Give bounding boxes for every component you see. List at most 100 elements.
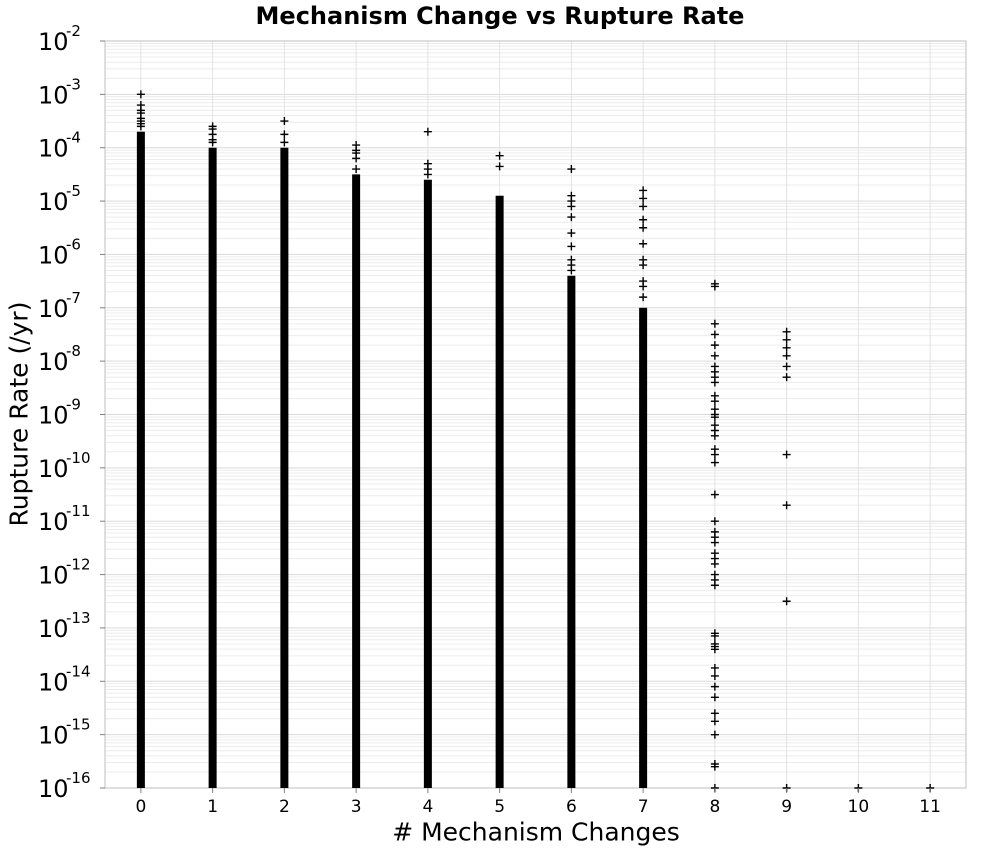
- data-point: [710, 391, 719, 400]
- data-point: [710, 351, 719, 360]
- y-tick-base: 10: [38, 402, 69, 430]
- y-tick-exponent: -2: [66, 22, 81, 40]
- data-point: [423, 127, 432, 136]
- data-point: [782, 362, 791, 371]
- x-tick-label: 0: [135, 797, 146, 817]
- y-tick-exponent: -12: [66, 556, 91, 574]
- data-point: [495, 151, 504, 160]
- y-tick-labels: 10-1610-1510-1410-1310-1210-1110-1010-91…: [38, 22, 105, 803]
- data-point: [423, 170, 432, 179]
- y-tick-exponent: -3: [66, 75, 81, 93]
- data-point: [567, 242, 576, 251]
- y-tick-exponent: -7: [66, 289, 81, 307]
- x-tick-label: 4: [422, 797, 433, 817]
- data-point: [710, 549, 719, 558]
- y-tick-base: 10: [38, 508, 69, 536]
- data-point: [280, 138, 289, 147]
- data-point: [710, 759, 719, 768]
- y-tick-base: 10: [38, 241, 69, 269]
- data-point: [639, 293, 648, 302]
- data-point: [710, 362, 719, 371]
- x-tick-label: 10: [848, 797, 870, 817]
- data-point: [639, 194, 648, 203]
- data-point: [567, 266, 576, 275]
- data-point: [710, 458, 719, 467]
- x-tick-label: 7: [638, 797, 649, 817]
- data-point: [710, 319, 719, 328]
- data-point: [280, 117, 289, 126]
- data-point: [710, 421, 719, 430]
- dense-point-cluster-x4: [423, 179, 432, 788]
- y-tick-exponent: -14: [66, 662, 91, 680]
- data-point: [710, 517, 719, 526]
- x-axis-label: # Mechanism Changes: [392, 817, 680, 847]
- x-tick-label: 2: [279, 797, 290, 817]
- x-tick-label: 3: [351, 797, 362, 817]
- data-point: [639, 261, 648, 270]
- data-point: [710, 527, 719, 536]
- x-tick-labels: 0 1 2 3 4 5 6 7 8 9 10 11: [135, 788, 941, 817]
- data-point: [782, 450, 791, 459]
- data-point: [639, 202, 648, 211]
- y-tick-base: 10: [38, 28, 69, 56]
- x-tick-label: 1: [207, 797, 218, 817]
- data-point: [639, 186, 648, 195]
- y-tick-base: 10: [38, 775, 69, 803]
- data-point: [567, 229, 576, 238]
- y-tick-base: 10: [38, 722, 69, 750]
- x-tick-label: 9: [781, 797, 792, 817]
- dense-point-cluster-x5: [495, 195, 504, 788]
- y-tick-base: 10: [38, 455, 69, 483]
- y-tick-exponent: -10: [66, 449, 91, 467]
- y-tick-exponent: -13: [66, 609, 91, 627]
- x-tick-label: 5: [494, 797, 505, 817]
- data-point: [280, 130, 289, 139]
- y-tick-base: 10: [38, 668, 69, 696]
- chart-title: Mechanism Change vs Rupture Rate: [255, 2, 745, 30]
- y-tick-base: 10: [38, 615, 69, 643]
- grid-lines: [105, 40, 966, 789]
- dense-point-cluster-x0: [136, 131, 145, 788]
- data-point: [782, 501, 791, 510]
- data-point: [710, 639, 719, 648]
- data-point: [136, 90, 145, 99]
- dense-point-cluster-x1: [208, 147, 217, 788]
- dense-point-cluster-x7: [639, 307, 648, 788]
- data-point: [782, 597, 791, 606]
- data-point: [782, 327, 791, 336]
- dense-point-cluster-x2: [280, 147, 289, 788]
- dense-point-cluster-x3: [352, 174, 361, 789]
- data-point: [567, 202, 576, 211]
- data-point: [710, 693, 719, 702]
- data-point: [639, 239, 648, 248]
- y-tick-exponent: -11: [66, 502, 91, 520]
- y-tick-exponent: -8: [66, 342, 81, 360]
- data-point: [567, 165, 576, 174]
- y-tick-base: 10: [38, 81, 69, 109]
- data-point: [710, 445, 719, 454]
- data-point: [639, 282, 648, 291]
- y-tick-base: 10: [38, 562, 69, 590]
- data-point: [710, 570, 719, 579]
- data-point: [710, 405, 719, 414]
- data-point: [710, 682, 719, 691]
- x-tick-label: 11: [919, 797, 941, 817]
- data-point: [710, 279, 719, 288]
- data-point: [710, 490, 719, 499]
- y-tick-base: 10: [38, 348, 69, 376]
- data-point: [352, 154, 361, 163]
- data-point: [136, 122, 145, 131]
- x-tick-label: 8: [709, 797, 720, 817]
- data-point: [710, 663, 719, 672]
- y-tick-exponent: -4: [66, 129, 81, 147]
- data-point: [639, 215, 648, 224]
- data-point: [710, 330, 719, 339]
- y-tick-base: 10: [38, 135, 69, 163]
- data-points: [136, 90, 935, 792]
- data-point: [710, 709, 719, 718]
- y-tick-exponent: -9: [66, 396, 81, 414]
- data-point: [782, 373, 791, 382]
- x-tick-label: 6: [566, 797, 577, 817]
- y-tick-exponent: -15: [66, 716, 91, 734]
